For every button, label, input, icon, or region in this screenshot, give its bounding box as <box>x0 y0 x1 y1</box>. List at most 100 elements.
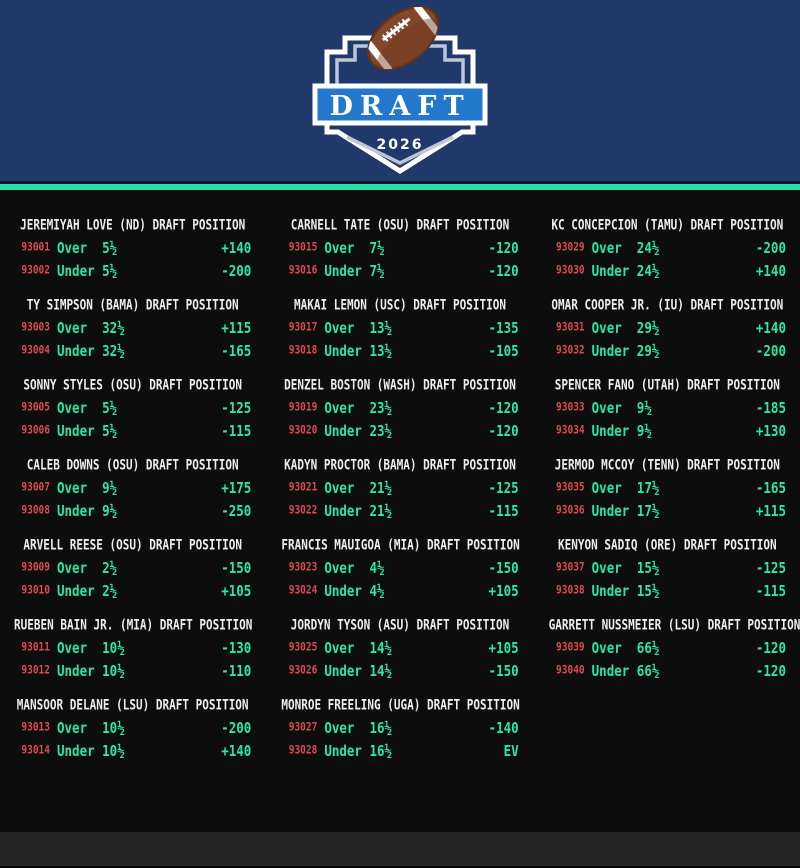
bet-side: Over <box>57 318 88 337</box>
bet-row-over[interactable]: 93029 Over 24½ -200 <box>549 234 786 262</box>
bet-row-over[interactable]: 93037 Over 15½ -125 <box>549 554 786 582</box>
bet-number: 93010 <box>21 583 50 598</box>
bet-side: Over <box>324 718 355 737</box>
bet-row-over[interactable]: 93039 Over 66½ -120 <box>549 634 786 662</box>
bet-row-under[interactable]: 93034 Under 9½ +130 <box>549 417 786 445</box>
bet-odds: -250 <box>221 501 252 520</box>
bet-number: 93021 <box>288 480 318 495</box>
football-icon <box>360 6 446 80</box>
market-group: MONROE FREELING (UGA) DRAFT POSITION 930… <box>281 697 519 765</box>
bet-row-over[interactable]: 93023 Over 4½ -150 <box>281 554 519 582</box>
bet-row-under[interactable]: 93038 Under 15½ -115 <box>549 577 786 605</box>
bet-row-under[interactable]: 93032 Under 29½ -200 <box>549 337 786 365</box>
market-group: GARRETT NUSSMEIER (LSU) DRAFT POSITION 9… <box>548 616 800 685</box>
bet-row-under[interactable]: 93020 Under 23½ -120 <box>281 417 519 445</box>
market-group: DENZEL BOSTON (WASH) DRAFT POSITION 9301… <box>281 377 519 445</box>
bet-odds: -120 <box>755 661 786 680</box>
market-title: GARRETT NUSSMEIER (LSU) DRAFT POSITION <box>548 616 800 634</box>
bet-row-over[interactable]: 93003 Over 32½ +115 <box>14 314 251 342</box>
bet-row-under[interactable]: 93040 Under 66½ -120 <box>549 657 786 685</box>
bet-row-under[interactable]: 93002 Under 5½ -200 <box>14 257 251 285</box>
bet-row-over[interactable]: 93033 Over 9½ -185 <box>549 394 786 422</box>
bet-line: 16½ <box>369 741 393 760</box>
bet-line: 10½ <box>102 661 125 680</box>
bet-row-under[interactable]: 93028 Under 16½ EV <box>281 737 519 765</box>
bet-row-under[interactable]: 93006 Under 5½ -115 <box>14 417 251 445</box>
bet-number: 93017 <box>288 320 318 335</box>
bet-line: 32½ <box>102 318 125 337</box>
bet-row-over[interactable]: 93015 Over 7½ -120 <box>281 234 519 262</box>
bet-row-over[interactable]: 93007 Over 9½ +175 <box>14 474 251 502</box>
bet-row-under[interactable]: 93024 Under 4½ +105 <box>281 577 519 605</box>
bet-row-over[interactable]: 93035 Over 17½ -165 <box>549 474 786 502</box>
bet-side: Under <box>57 261 95 280</box>
bet-row-under[interactable]: 93026 Under 14½ -150 <box>281 657 519 685</box>
shield-outline-bottom <box>324 123 476 174</box>
bet-side: Over <box>57 238 88 257</box>
bet-row-over[interactable]: 93021 Over 21½ -125 <box>281 474 519 502</box>
bet-row-under[interactable]: 93036 Under 17½ +115 <box>549 497 786 525</box>
bet-row-over[interactable]: 93019 Over 23½ -120 <box>281 394 519 422</box>
bet-row-under[interactable]: 93018 Under 13½ -105 <box>281 337 519 365</box>
bet-odds: -200 <box>221 718 252 737</box>
bet-side: Under <box>324 581 362 600</box>
market-title: RUEBEN BAIN JR. (MIA) DRAFT POSITION <box>14 616 253 634</box>
bet-line: 5½ <box>102 238 118 257</box>
bet-odds: -200 <box>755 238 786 257</box>
bet-row-under[interactable]: 93022 Under 21½ -115 <box>281 497 519 525</box>
bet-row-over[interactable]: 93011 Over 10½ -130 <box>14 634 251 662</box>
bet-line: 23½ <box>369 398 393 417</box>
market-group: RUEBEN BAIN JR. (MIA) DRAFT POSITION 930… <box>14 616 253 685</box>
bet-odds: -130 <box>221 638 252 657</box>
bet-row-over[interactable]: 93009 Over 2½ -150 <box>14 554 251 582</box>
bet-row-over[interactable]: 93027 Over 16½ -140 <box>281 714 519 742</box>
bet-line: 9½ <box>102 478 118 497</box>
bet-row-under[interactable]: 93010 Under 2½ +105 <box>14 577 251 605</box>
bet-line: 7½ <box>369 238 385 257</box>
bet-row-under[interactable]: 93030 Under 24½ +140 <box>549 257 786 285</box>
bet-side: Over <box>591 398 622 417</box>
bet-side: Over <box>57 638 88 657</box>
bet-number: 93032 <box>556 343 585 358</box>
bet-row-under[interactable]: 93004 Under 32½ -165 <box>14 337 251 365</box>
bet-number: 93002 <box>21 263 50 278</box>
bet-side: Over <box>324 558 355 577</box>
bet-line: 2½ <box>102 558 118 577</box>
bet-odds: -125 <box>755 558 786 577</box>
bet-row-over[interactable]: 93013 Over 10½ -200 <box>14 714 251 742</box>
logo-title: DRAFT <box>329 91 470 122</box>
bet-odds: +140 <box>755 261 786 280</box>
bet-line: 5½ <box>102 421 118 440</box>
bet-number: 93005 <box>21 400 50 415</box>
bet-row-under[interactable]: 93016 Under 7½ -120 <box>281 257 519 285</box>
teal-divider-line <box>0 184 800 190</box>
bet-row-over[interactable]: 93031 Over 29½ +140 <box>549 314 786 342</box>
bet-line: 5½ <box>102 261 118 280</box>
bet-number: 93029 <box>556 240 585 255</box>
bet-line: 4½ <box>369 558 385 577</box>
bet-row-under[interactable]: 93012 Under 10½ -110 <box>14 657 251 685</box>
bet-odds: -120 <box>488 421 519 440</box>
bet-odds: -120 <box>488 398 519 417</box>
market-title: SONNY STYLES (OSU) DRAFT POSITION <box>23 376 242 394</box>
bet-number: 93035 <box>556 480 585 495</box>
market-title: CARNELL TATE (OSU) DRAFT POSITION <box>290 216 510 234</box>
market-group: KADYN PROCTOR (BAMA) DRAFT POSITION 9302… <box>281 457 519 525</box>
bet-line: 10½ <box>102 718 125 737</box>
bet-odds: +115 <box>755 501 786 520</box>
bet-row-over[interactable]: 93017 Over 13½ -135 <box>281 314 519 342</box>
bet-row-over[interactable]: 93025 Over 14½ +105 <box>281 634 519 662</box>
bet-number: 93033 <box>556 400 585 415</box>
bet-row-under[interactable]: 93014 Under 10½ +140 <box>14 737 251 765</box>
market-title: CALEB DOWNS (OSU) DRAFT POSITION <box>26 456 239 474</box>
bet-line: 9½ <box>102 501 118 520</box>
bet-row-over[interactable]: 93005 Over 5½ -125 <box>14 394 251 422</box>
bet-side: Over <box>57 558 88 577</box>
bet-row-over[interactable]: 93001 Over 5½ +140 <box>14 234 251 262</box>
bet-row-under[interactable]: 93008 Under 9½ -250 <box>14 497 251 525</box>
bet-line: 66½ <box>636 661 660 680</box>
bet-side: Under <box>591 421 630 440</box>
bet-side: Over <box>324 398 355 417</box>
board-column-1: JEREMIYAH LOVE (ND) DRAFT POSITION 93001… <box>14 217 253 832</box>
bet-number: 93009 <box>21 560 50 575</box>
